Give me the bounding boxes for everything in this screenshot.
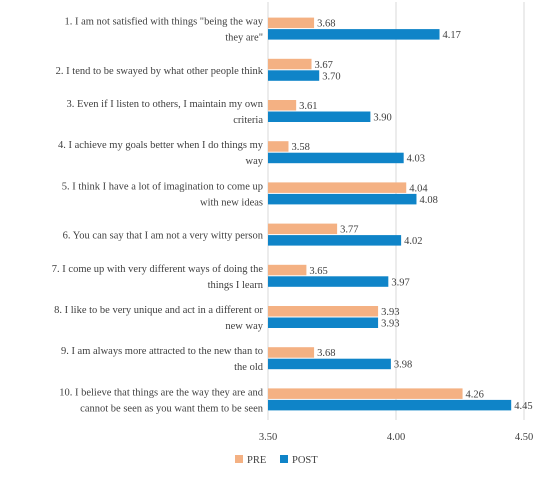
bar-post — [268, 358, 391, 370]
bar-post — [268, 70, 320, 81]
category-label: they are" — [225, 33, 263, 44]
category-label: 2. I tend to be swayed by what other peo… — [56, 66, 264, 77]
category-label: things I learn — [208, 280, 264, 291]
data-label-pre: 3.65 — [309, 266, 327, 277]
bar-post — [268, 193, 417, 205]
category-label: 1. I am not satisfied with things "being… — [64, 17, 263, 28]
data-label-post: 3.98 — [394, 360, 412, 371]
data-label-post: 3.93 — [381, 319, 399, 330]
bar-pre — [268, 347, 315, 358]
legend: PRE POST — [235, 455, 318, 466]
data-label-post: 4.03 — [407, 154, 425, 165]
category-label: way — [246, 156, 264, 167]
legend-swatch-post — [280, 455, 288, 463]
legend-label-pre: PRE — [247, 455, 266, 466]
category-label: criteria — [233, 115, 263, 126]
bar-post — [268, 29, 440, 40]
data-label-post: 4.02 — [404, 236, 422, 247]
data-label-pre: 3.68 — [317, 348, 335, 359]
bar-post — [268, 111, 371, 122]
data-label-post: 4.17 — [443, 30, 461, 41]
data-label-post: 3.90 — [373, 113, 391, 124]
bar-post — [268, 399, 512, 411]
category-label: 5. I think I have a lot of imagination t… — [62, 181, 263, 192]
data-labels: 3.68 4.17 3.673.70 3.61 3.90 3.58 4.03 4.044.08… — [291, 19, 532, 412]
data-label-post: 4.45 — [514, 401, 532, 412]
x-tick-label: 3.50 — [259, 432, 277, 443]
bar-pre — [268, 58, 312, 70]
data-label-post: 3.70 — [322, 71, 340, 82]
bar-pre — [268, 264, 307, 276]
bar-pre — [268, 141, 289, 152]
category-label: 4. I achieve my goals better when I do t… — [58, 140, 264, 151]
bar-pre — [268, 17, 315, 29]
category-label: 10. I believe that things are the way th… — [59, 387, 264, 398]
data-label-post: 4.08 — [419, 195, 437, 206]
bar-post — [268, 276, 389, 287]
category-label: the old — [234, 362, 264, 373]
bar-post — [268, 152, 404, 164]
data-label-pre: 3.77 — [340, 225, 358, 236]
category-label: 8. I like to be very unique and act in a… — [54, 305, 263, 316]
category-label: 6. You can say that I am not a very witt… — [63, 231, 264, 242]
bar-pre — [268, 223, 338, 235]
data-label-pre: 3.93 — [381, 307, 399, 318]
bars — [268, 17, 512, 411]
data-label-pre: 3.61 — [299, 101, 317, 112]
x-tick-label: 4.00 — [387, 432, 405, 443]
category-label: new way — [225, 321, 263, 332]
bar-post — [268, 317, 379, 328]
data-label-post: 3.97 — [391, 277, 409, 288]
category-label: cannot be seen as you want them to be se… — [80, 403, 264, 414]
bar-pre — [268, 306, 379, 317]
bar-pre — [268, 182, 407, 193]
data-label-pre: 3.58 — [291, 142, 309, 153]
category-labels: 1. I am not satisfied with things "being… — [52, 17, 264, 415]
data-label-pre: 4.26 — [466, 389, 484, 400]
legend-swatch-pre — [235, 455, 243, 463]
data-label-pre: 3.68 — [317, 19, 335, 30]
category-label: with new ideas — [200, 197, 263, 208]
data-label-pre: 3.67 — [315, 60, 333, 71]
bar-pre — [268, 100, 297, 111]
category-label: 7. I come up with very different ways of… — [52, 264, 264, 275]
x-tick-label: 4.50 — [515, 432, 533, 443]
bar-pre — [268, 388, 463, 399]
x-axis-ticks: 3.50 4.00 4.50 — [259, 432, 533, 443]
category-label: 3. Even if I listen to others, I maintai… — [66, 99, 263, 110]
category-label: 9. I am always more attracted to the new… — [61, 346, 263, 357]
legend-label-post: POST — [292, 455, 318, 466]
data-label-pre: 4.04 — [409, 183, 428, 194]
bar-post — [268, 235, 402, 246]
